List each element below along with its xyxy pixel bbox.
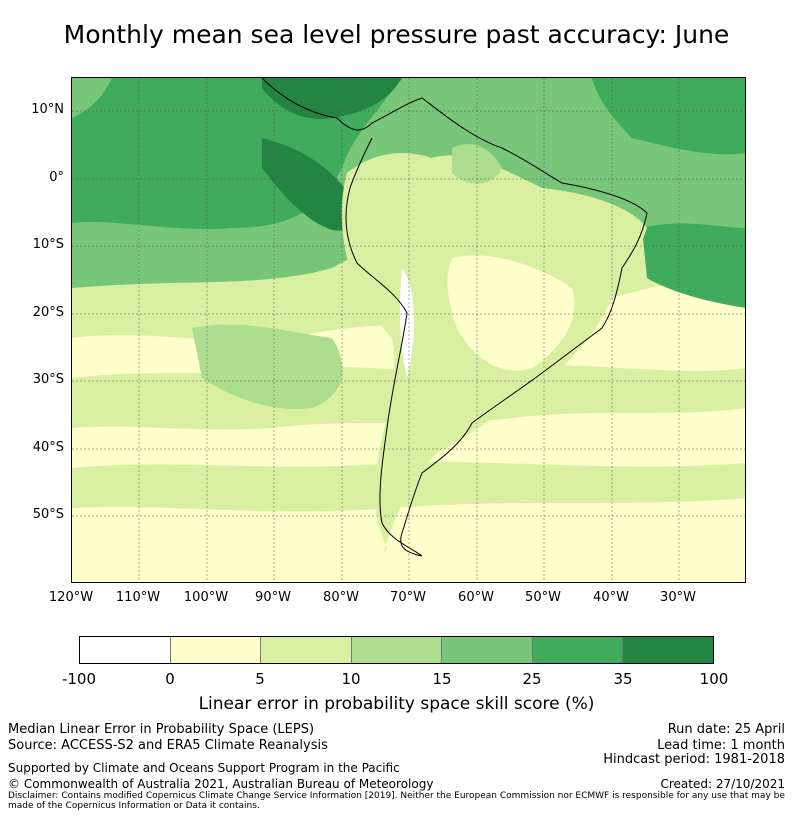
disclaimer: Disclaimer: Contains modified Copernicus… xyxy=(8,791,785,811)
lon-label-40w: 40°W xyxy=(593,590,629,605)
lon-label-110w: 110°W xyxy=(115,590,161,605)
lat-label-30s: 30°S xyxy=(32,372,64,387)
lon-label-120w: 120°W xyxy=(48,590,94,605)
colorbar-tick: 25 xyxy=(522,670,542,688)
lon-label-50w: 50°W xyxy=(525,590,561,605)
colorbar-segment xyxy=(351,637,443,663)
colorbar-tick: 0 xyxy=(165,670,175,688)
colorbar-tick: -100 xyxy=(61,670,97,688)
lat-label-40s: 40°S xyxy=(32,440,64,455)
colorbar-tick: 100 xyxy=(699,670,729,688)
colorbar-segment xyxy=(170,637,262,663)
lead-time: Lead time: 1 month xyxy=(657,738,785,753)
lon-label-70w: 70°W xyxy=(390,590,426,605)
colorbar-tick: 5 xyxy=(255,670,265,688)
colorbar-segment xyxy=(80,637,171,663)
footer-copyright: © Commonwealth of Australia 2021, Austra… xyxy=(8,777,434,791)
colorbar-segment xyxy=(261,637,352,663)
lat-label-10n: 10°N xyxy=(31,102,64,117)
created-date: Created: 27/10/2021 xyxy=(660,777,785,791)
lat-label-50s: 50°S xyxy=(32,507,64,522)
colorbar-segment xyxy=(532,637,624,663)
footer-source: Source: ACCESS-S2 and ERA5 Climate Reana… xyxy=(8,738,328,753)
skill-map xyxy=(71,77,746,583)
colorbar-segment xyxy=(442,637,533,663)
lon-label-80w: 80°W xyxy=(323,590,359,605)
colorbar-tick: 15 xyxy=(432,670,452,688)
lon-label-100w: 100°W xyxy=(183,590,229,605)
colorbar xyxy=(79,636,714,664)
colorbar-tick: 10 xyxy=(341,670,361,688)
lat-label-10s: 10°S xyxy=(32,237,64,252)
colorbar-label: Linear error in probability space skill … xyxy=(198,694,595,714)
lon-label-30w: 30°W xyxy=(660,590,696,605)
lon-label-90w: 90°W xyxy=(255,590,291,605)
hindcast-period: Hindcast period: 1981-2018 xyxy=(603,752,785,767)
run-date: Run date: 25 April xyxy=(667,722,785,737)
colorbar-segment xyxy=(623,637,714,663)
lon-label-60w: 60°W xyxy=(458,590,494,605)
footer-support: Supported by Climate and Oceans Support … xyxy=(8,761,400,775)
lat-label-0: 0° xyxy=(49,170,64,185)
lat-label-20s: 20°S xyxy=(32,305,64,320)
skill-map-canvas xyxy=(72,78,745,582)
footer-method: Median Linear Error in Probability Space… xyxy=(8,722,315,737)
chart-title: Monthly mean sea level pressure past acc… xyxy=(63,20,730,49)
colorbar-tick: 35 xyxy=(613,670,633,688)
